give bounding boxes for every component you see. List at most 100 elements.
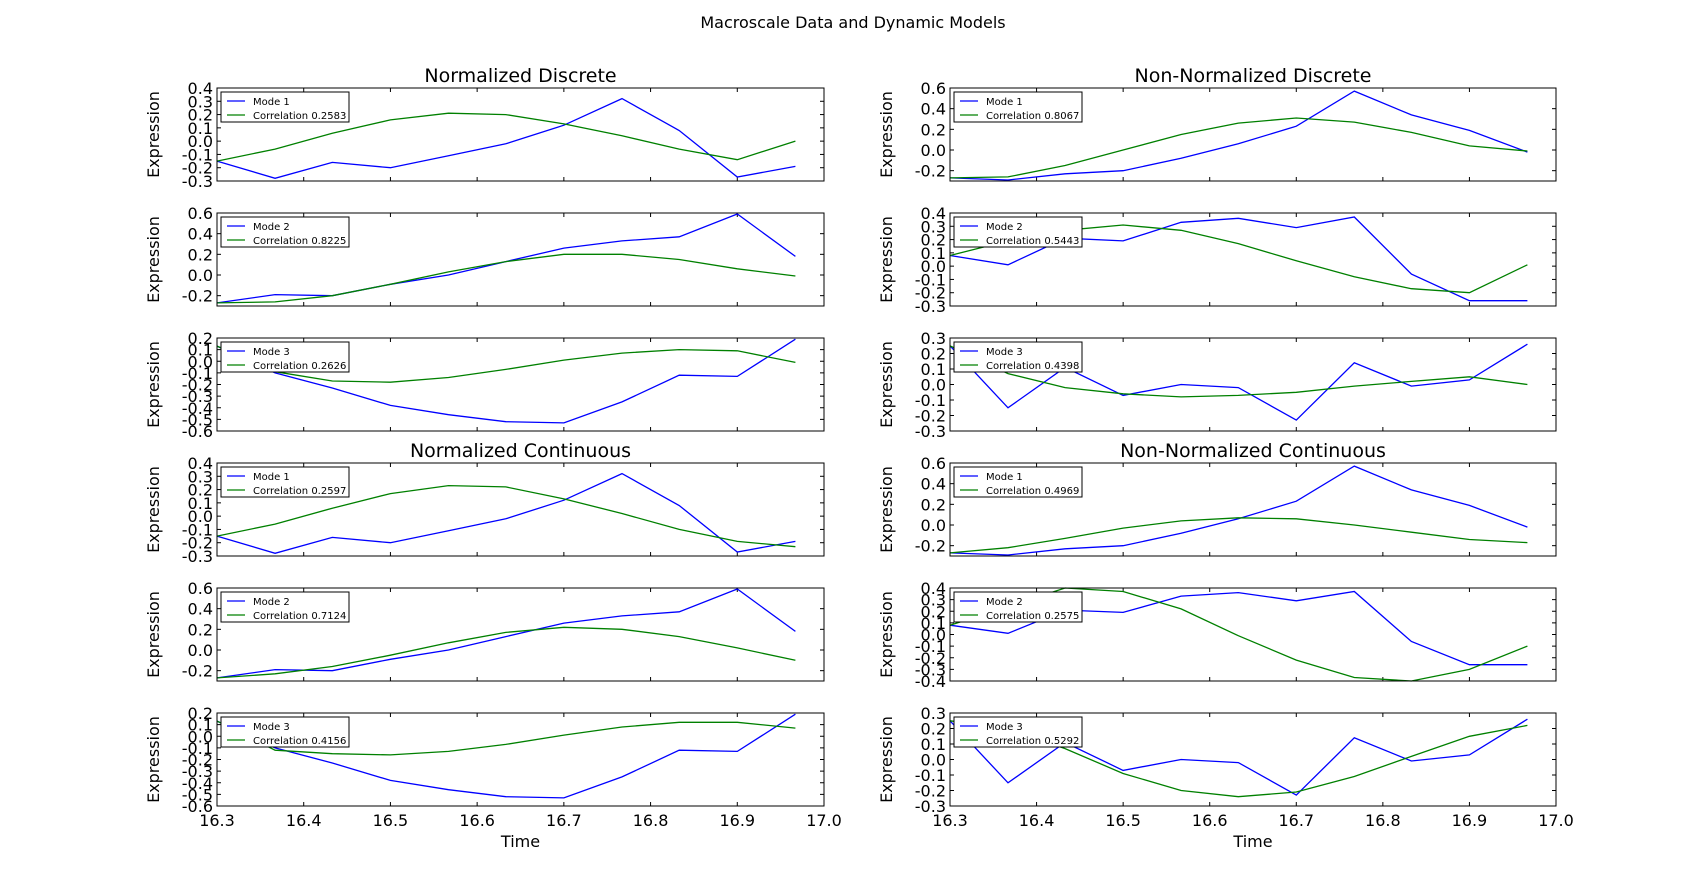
y-tick-label: -0.1 [182, 364, 213, 383]
y-tick-label: -0.3 [182, 172, 213, 191]
y-tick-label: 0.4 [188, 600, 213, 619]
legend-label: Mode 3 [986, 722, 1023, 733]
legend-label: Mode 2 [253, 222, 290, 233]
panel-left-5: -0.2 0.0 0.20.4 0.6 Mode 2 Correlation 0.7124… [144, 579, 825, 682]
x-tick-label: 16.6 [1192, 811, 1228, 830]
y-tick-label: -0.6 [182, 422, 213, 441]
series-line-correlation [216, 484, 796, 548]
y-tick-label: -0.4 [182, 774, 213, 793]
y-tick-label: 0.2 [188, 106, 213, 125]
y-axis-label: Expression [144, 216, 163, 303]
legend-box [953, 341, 1083, 373]
series-line-correlation [216, 720, 796, 756]
panel-right-1: -0.2 0.0 0.20.4 0.6 Mode 1 Correlation 0.8067… [877, 65, 1557, 182]
legend-box [220, 216, 350, 248]
legend-label: Correlation 0.4398 [986, 361, 1079, 372]
y-tick-label: -0.2 [915, 782, 946, 801]
y-tick-label: 0.3 [921, 591, 946, 610]
y-tick-label: -0.1 [915, 270, 946, 289]
legend: Mode 3 Correlation 0.4398 [953, 341, 1083, 373]
legend-label: Mode 2 [986, 597, 1023, 608]
x-tick-label: 16.7 [1278, 811, 1314, 830]
legend-box [953, 591, 1083, 623]
y-axis-label: Expression [877, 716, 896, 803]
x-tick-label: 16.4 [1019, 811, 1055, 830]
y-tick-label: 0.1 [921, 614, 946, 633]
y-tick-label: -0.1 [915, 766, 946, 785]
series-line-mode [216, 97, 796, 179]
x-tick-label: 16.3 [932, 811, 968, 830]
y-tick-label: 0.2 [188, 329, 213, 348]
panel-left-4: -0.3-0.2-0.10.00.10.20.30.4 Mode 1 Correla… [144, 440, 825, 566]
legend: Mode 1 Correlation 0.8067 [953, 91, 1083, 123]
y-tick-label: -0.3 [182, 762, 213, 781]
y-tick-label: 0.0 [921, 516, 946, 535]
series-line-correlation [216, 626, 796, 679]
legend: Mode 2 Correlation 0.7124 [220, 591, 350, 623]
y-tick-label: -0.5 [182, 410, 213, 429]
y-tick-label: 0.3 [188, 467, 213, 486]
y-tick-label: 0.0 [188, 641, 213, 660]
y-tick-label: 0.2 [188, 704, 213, 723]
x-tick-label: 16.9 [1452, 811, 1488, 830]
y-tick-label: 0.3 [188, 92, 213, 111]
panel-title: Normalized Discrete [424, 65, 616, 87]
series-line-mode [949, 90, 1528, 181]
y-tick-label: 0.4 [188, 454, 213, 473]
y-tick-label: 0.1 [188, 341, 213, 360]
y-tick-label: 0.2 [188, 481, 213, 500]
y-tick-label: -0.3 [915, 297, 946, 316]
x-tick-label: 16.5 [373, 811, 409, 830]
panel-left-3: -0.6-0.5-0.4-0.3-0.2-0.10.00.10.2 Mode 3 C… [144, 329, 825, 441]
legend-box [953, 91, 1083, 123]
axes-frame [949, 712, 1557, 807]
axes-frame [216, 712, 825, 807]
legend: Mode 3 Correlation 0.5292 [953, 716, 1083, 748]
x-tick-label: 17.0 [806, 811, 842, 830]
y-tick-label: 0.6 [921, 79, 946, 98]
legend: Mode 1 Correlation 0.2583 [220, 91, 350, 123]
x-tick-label: 16.8 [633, 811, 669, 830]
legend-label: Mode 2 [986, 222, 1023, 233]
y-axis-label: Expression [144, 591, 163, 678]
series-line-mode [216, 713, 796, 799]
y-tick-label: -0.1 [182, 520, 213, 539]
y-tick-label: 0.4 [188, 225, 213, 244]
legend-label: Correlation 0.2626 [253, 361, 346, 372]
y-tick-label: 0.6 [188, 579, 213, 598]
y-tick-label: 0.3 [921, 704, 946, 723]
y-tick-label: -0.3 [915, 797, 946, 816]
y-tick-label: 0.1 [188, 494, 213, 513]
legend: Mode 1 Correlation 0.4969 [953, 466, 1083, 498]
legend-label: Mode 1 [986, 97, 1023, 108]
legend-label: Correlation 0.8067 [986, 111, 1079, 122]
axes-frame [949, 587, 1557, 682]
y-tick-label: -0.1 [182, 145, 213, 164]
legend-label: Correlation 0.2575 [986, 611, 1079, 622]
panel-left-6: -0.6-0.5-0.4-0.3-0.2-0.10.00.10.2 16.3 16.… [144, 704, 842, 851]
legend-label: Mode 1 [986, 472, 1023, 483]
y-tick-label: 0.2 [921, 345, 946, 364]
series-line-correlation [949, 517, 1528, 554]
y-tick-label: 0.3 [921, 329, 946, 348]
y-tick-label: 0.0 [188, 266, 213, 285]
legend-label: Correlation 0.4156 [253, 736, 346, 747]
legend: Mode 1 Correlation 0.2597 [220, 466, 350, 498]
y-tick-label: 0.2 [921, 120, 946, 139]
x-tick-label: 17.0 [1538, 811, 1574, 830]
y-tick-label: -0.2 [915, 537, 946, 556]
legend-label: Correlation 0.7124 [253, 611, 346, 622]
y-tick-label: 0.2 [921, 495, 946, 514]
y-tick-label: 0.4 [921, 100, 946, 119]
series-line-correlation [949, 345, 1528, 398]
y-tick-label: -0.3 [915, 660, 946, 679]
y-tick-label: -0.1 [182, 739, 213, 758]
legend: Mode 2 Correlation 0.5443 [953, 216, 1083, 248]
legend-label: Correlation 0.4969 [986, 486, 1079, 497]
x-tick-label: 16.9 [719, 811, 755, 830]
panel-title: Normalized Continuous [410, 440, 631, 462]
axes-frame [216, 87, 825, 182]
x-tick-label: 16.7 [546, 811, 582, 830]
panel-right-2: -0.3-0.2-0.10.00.10.20.30.4 Mode 2 Correla… [877, 204, 1557, 316]
